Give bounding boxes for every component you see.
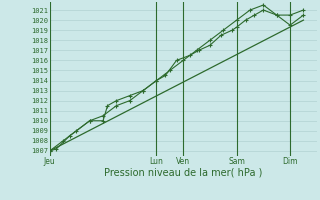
X-axis label: Pression niveau de la mer( hPa ): Pression niveau de la mer( hPa ) (104, 168, 262, 178)
